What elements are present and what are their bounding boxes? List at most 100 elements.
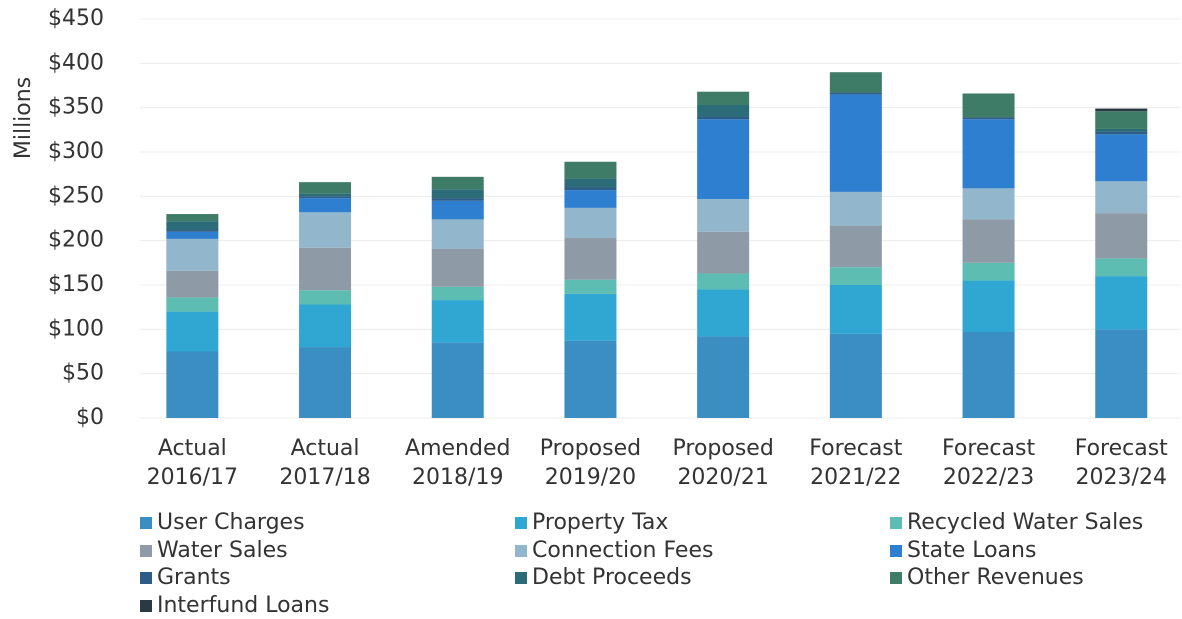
legend-swatch <box>140 517 152 529</box>
y-tick-label: $250 <box>48 183 104 208</box>
bar-segment <box>697 273 750 290</box>
bar-segment <box>564 279 617 294</box>
bar-segment <box>431 286 484 301</box>
x-tick-label: Actual 2017/18 <box>279 436 370 490</box>
x-tick-label: Forecast 2021/22 <box>809 436 902 490</box>
legend-label: Debt Proceeds <box>532 565 692 590</box>
bar-segment <box>299 196 352 199</box>
legend-swatch <box>140 600 152 612</box>
y-tick-label: $400 <box>48 50 104 75</box>
bar-segment <box>1095 258 1148 277</box>
bar-segment <box>829 225 882 268</box>
bar-segment <box>166 351 219 418</box>
bar-segment <box>829 285 882 334</box>
bar-segment <box>564 187 617 191</box>
y-tick-label: $100 <box>48 316 104 341</box>
bar-segment <box>431 248 484 287</box>
bar-segment <box>431 198 484 201</box>
bar-segment <box>1095 111 1148 129</box>
legend-swatch <box>515 572 527 584</box>
bar-segment <box>299 198 352 213</box>
bar-segment <box>564 178 617 188</box>
bar-segment <box>697 336 750 418</box>
legend-label: State Loans <box>907 538 1036 563</box>
bar-segment <box>697 198 750 232</box>
bar-segment <box>697 105 750 117</box>
bar-segment <box>166 231 219 239</box>
bar-segment <box>431 200 484 220</box>
bar-segment <box>299 182 352 194</box>
bar-segment <box>962 119 1015 189</box>
bar-segment <box>962 93 1015 118</box>
bar-segment <box>564 238 617 280</box>
bar-segment <box>962 219 1015 263</box>
legend-label: Other Revenues <box>907 565 1084 590</box>
legend-label: Interfund Loans <box>157 593 329 618</box>
bar-segment <box>166 230 219 232</box>
bar-segment <box>697 289 750 337</box>
bar-segment <box>166 214 219 222</box>
bar-segment <box>962 280 1015 332</box>
y-tick-label: $300 <box>48 139 104 164</box>
legend-swatch <box>140 572 152 584</box>
bar-segment <box>166 221 219 231</box>
x-tick-label: Forecast 2022/23 <box>942 436 1035 490</box>
y-tick-label: $50 <box>62 361 104 386</box>
bar-segment <box>1095 108 1148 112</box>
bar-segment <box>697 91 750 106</box>
bar-segment <box>962 117 1015 120</box>
bar-segment <box>564 340 617 418</box>
bar-segment <box>431 342 484 418</box>
bar-segment <box>829 92 882 95</box>
bar-segment <box>1095 213 1148 259</box>
bar-segment <box>962 331 1015 418</box>
legend-label: Property Tax <box>532 510 668 535</box>
bar-segment <box>166 270 219 298</box>
bar-segment <box>829 267 882 285</box>
bar-segment <box>697 116 750 120</box>
bar-segment <box>829 72 882 93</box>
bar-segment <box>431 300 484 343</box>
legend-swatch <box>515 545 527 557</box>
bar-segment <box>564 207 617 239</box>
bar-segment <box>697 119 750 199</box>
bar-segment <box>299 193 352 197</box>
legend-swatch <box>890 517 902 529</box>
legend-swatch <box>890 572 902 584</box>
y-tick-label: $150 <box>48 272 104 297</box>
bar-segment <box>299 304 352 348</box>
bar-segment <box>166 297 219 312</box>
y-axis-label: Millions <box>11 77 36 159</box>
y-tick-label: $350 <box>48 95 104 120</box>
legend-label: Connection Fees <box>532 538 713 563</box>
x-tick-label: Forecast 2023/24 <box>1075 436 1168 490</box>
bar-segment <box>299 212 352 248</box>
bar-segment <box>1095 128 1148 132</box>
bar-segment <box>166 311 219 352</box>
y-tick-label: $0 <box>76 405 104 430</box>
x-tick-label: Actual 2016/17 <box>147 436 238 490</box>
legend-swatch <box>515 517 527 529</box>
x-tick-label: Proposed 2020/21 <box>673 436 774 490</box>
bar-segment <box>962 188 1015 220</box>
x-tick-label: Amended 2018/19 <box>405 436 510 490</box>
bar-segment <box>431 189 484 199</box>
bar-segment <box>829 94 882 192</box>
legend-swatch <box>890 545 902 557</box>
bar-segment <box>1095 276 1148 330</box>
bar-segment <box>1095 181 1148 214</box>
bar-segment <box>829 333 882 418</box>
bar-segment <box>564 293 617 341</box>
bar-segment <box>431 219 484 249</box>
bar-segment <box>166 238 219 271</box>
y-tick-label: $200 <box>48 228 104 253</box>
bar-segment <box>1095 131 1148 135</box>
legend-label: Grants <box>157 565 231 590</box>
bar-segment <box>299 347 352 418</box>
bar-segment <box>1095 134 1148 182</box>
legend-label: Recycled Water Sales <box>907 510 1143 535</box>
bar-segment <box>564 190 617 208</box>
bar-segment <box>962 262 1015 281</box>
legend-label: Water Sales <box>157 538 288 563</box>
